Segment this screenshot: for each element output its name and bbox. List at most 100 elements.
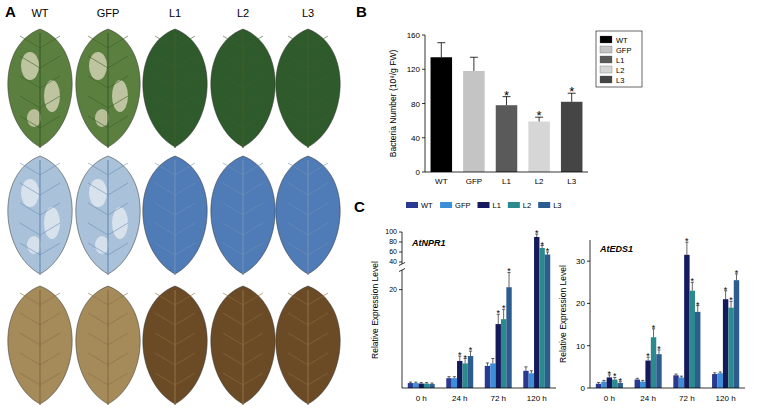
bar (690, 291, 695, 388)
legend-box (596, 31, 642, 87)
tick-label: 20 (389, 286, 397, 293)
panel-letter: B (356, 3, 367, 20)
bar (523, 371, 528, 388)
midrib (307, 33, 308, 148)
vein (243, 163, 263, 175)
bar (501, 319, 506, 388)
panel-letter: A (5, 3, 16, 20)
vein (155, 183, 175, 195)
vein (308, 243, 328, 255)
tick (587, 261, 590, 262)
tick-label: 40 (389, 258, 397, 265)
legend-label: L3 (616, 76, 624, 85)
axis-break (399, 269, 405, 272)
vein (155, 223, 175, 235)
vein (20, 333, 40, 345)
vein (155, 353, 175, 365)
error-cap (447, 376, 450, 377)
legend-swatch (600, 76, 612, 83)
bar (728, 308, 733, 388)
leaf (211, 29, 275, 147)
vein (308, 293, 328, 305)
vein (243, 353, 263, 365)
vein (155, 116, 175, 128)
significance: * (507, 266, 511, 276)
vein (108, 223, 128, 235)
chart-title: AtNPR1 (411, 238, 446, 248)
tick (399, 242, 402, 243)
leaf (211, 286, 275, 404)
significance: * (569, 84, 574, 99)
leaf (8, 286, 72, 404)
x-axis (590, 388, 745, 389)
vein (20, 96, 40, 108)
significance: * (646, 351, 650, 361)
vein (243, 96, 263, 108)
vein (223, 36, 243, 48)
category-label: L3 (567, 177, 576, 186)
category-label: L2 (535, 177, 544, 186)
error-cap (437, 42, 445, 43)
vein (155, 36, 175, 48)
y-axis-title: Relative Expression Level (558, 265, 568, 363)
y-axis (402, 270, 403, 388)
error-bar (441, 43, 442, 58)
vein (243, 333, 263, 345)
vein (88, 76, 108, 88)
x-axis (425, 172, 588, 173)
tick-label: 160 (407, 31, 421, 40)
leaf (276, 286, 340, 404)
vein (88, 183, 108, 195)
vein (175, 76, 195, 88)
vein (155, 293, 175, 305)
tick-label: 80 (389, 238, 397, 245)
bar (607, 377, 612, 388)
vein (288, 116, 308, 128)
vein (155, 313, 175, 325)
error-cap (602, 380, 605, 381)
tick (422, 69, 425, 70)
bar (635, 380, 640, 388)
bar (695, 312, 700, 388)
vein (308, 163, 328, 175)
legend-swatch (406, 202, 418, 208)
vein (40, 56, 60, 68)
vein (243, 36, 263, 48)
significance: * (537, 108, 542, 123)
bar (506, 287, 511, 388)
vein (20, 56, 40, 68)
vein (175, 163, 195, 175)
error-bar (473, 57, 474, 71)
error-cap (641, 380, 644, 381)
vein (40, 353, 60, 365)
tick (399, 289, 402, 290)
vein (308, 313, 328, 325)
y-axis (590, 240, 591, 388)
tick (399, 262, 402, 263)
vein (175, 313, 195, 325)
midrib (174, 33, 175, 148)
vein (108, 313, 128, 325)
vein (155, 333, 175, 345)
x-axis (402, 388, 556, 389)
vein (108, 36, 128, 48)
error-cap (486, 362, 489, 363)
bar (712, 374, 717, 388)
vein (175, 333, 195, 345)
tick (422, 172, 425, 173)
tick-label: 0 (581, 384, 586, 393)
midrib (307, 160, 308, 275)
error-bar (531, 371, 532, 373)
vein (175, 293, 195, 305)
vein (288, 96, 308, 108)
vein (223, 183, 243, 195)
vein (223, 56, 243, 68)
error-cap (680, 376, 683, 377)
error-cap (597, 382, 600, 383)
tick-label: 40 (411, 134, 420, 143)
vein (20, 373, 40, 385)
vein (155, 56, 175, 68)
bar (413, 383, 418, 388)
bar (462, 363, 467, 388)
vein (20, 183, 40, 195)
